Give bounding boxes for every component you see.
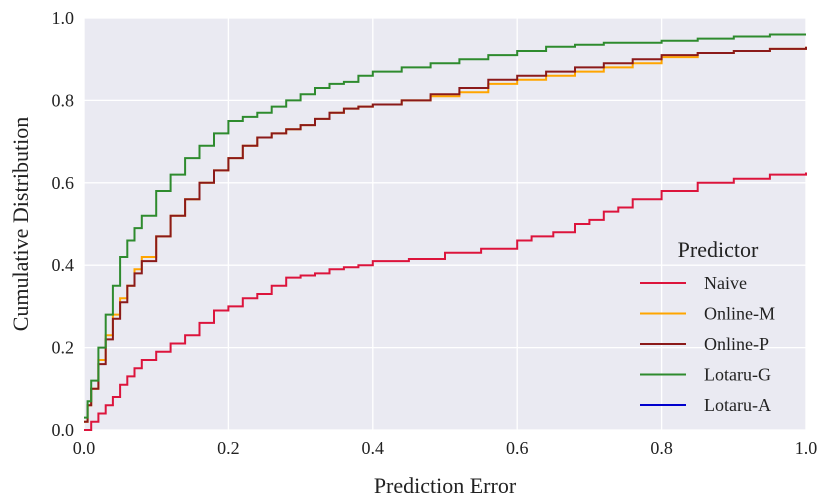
- x-tick-label: 1.0: [795, 438, 818, 458]
- series-line-lotaru-g: [84, 33, 806, 419]
- legend-label-online-p: Online-P: [704, 334, 769, 354]
- legend-label-naive: Naive: [704, 273, 747, 293]
- legend-label-lotaru-a: Lotaru-A: [704, 395, 771, 415]
- plot-area: [84, 18, 806, 430]
- series-line-online-p: [84, 46, 807, 423]
- x-tick-label: 0.8: [650, 438, 673, 458]
- series-lines: [84, 33, 807, 431]
- y-axis-label: Cumulative Distribution: [8, 117, 33, 332]
- y-tick-label: 0.2: [52, 338, 75, 358]
- x-tick-label: 0.0: [73, 438, 96, 458]
- legend-label-lotaru-g: Lotaru-G: [704, 365, 771, 385]
- x-axis-label: Prediction Error: [374, 473, 517, 498]
- y-tick-label: 1.0: [52, 8, 75, 28]
- grid-lines: [83, 17, 807, 431]
- tick-labels: 0.0 0.2 0.4 0.6 0.8 1.0 0.0 0.2 0.4 0.6 0.8 1.0: [52, 8, 818, 458]
- legend-label-online-m: Online-M: [704, 304, 775, 324]
- y-tick-label: 0.6: [52, 173, 75, 193]
- x-tick-label: 0.6: [506, 438, 529, 458]
- series-line-naive: [84, 172, 807, 431]
- legend: Predictor Naive Online-M Online-P Lotaru-G L…: [640, 237, 775, 415]
- y-tick-label: 0.0: [52, 420, 75, 440]
- legend-title: Predictor: [678, 237, 759, 262]
- y-tick-label: 0.4: [52, 255, 75, 275]
- x-tick-label: 0.4: [362, 438, 385, 458]
- legend-items: Naive Online-M Online-P Lotaru-G Lotaru-A: [640, 273, 775, 415]
- x-tick-label: 0.2: [217, 438, 240, 458]
- y-tick-label: 0.8: [52, 90, 75, 110]
